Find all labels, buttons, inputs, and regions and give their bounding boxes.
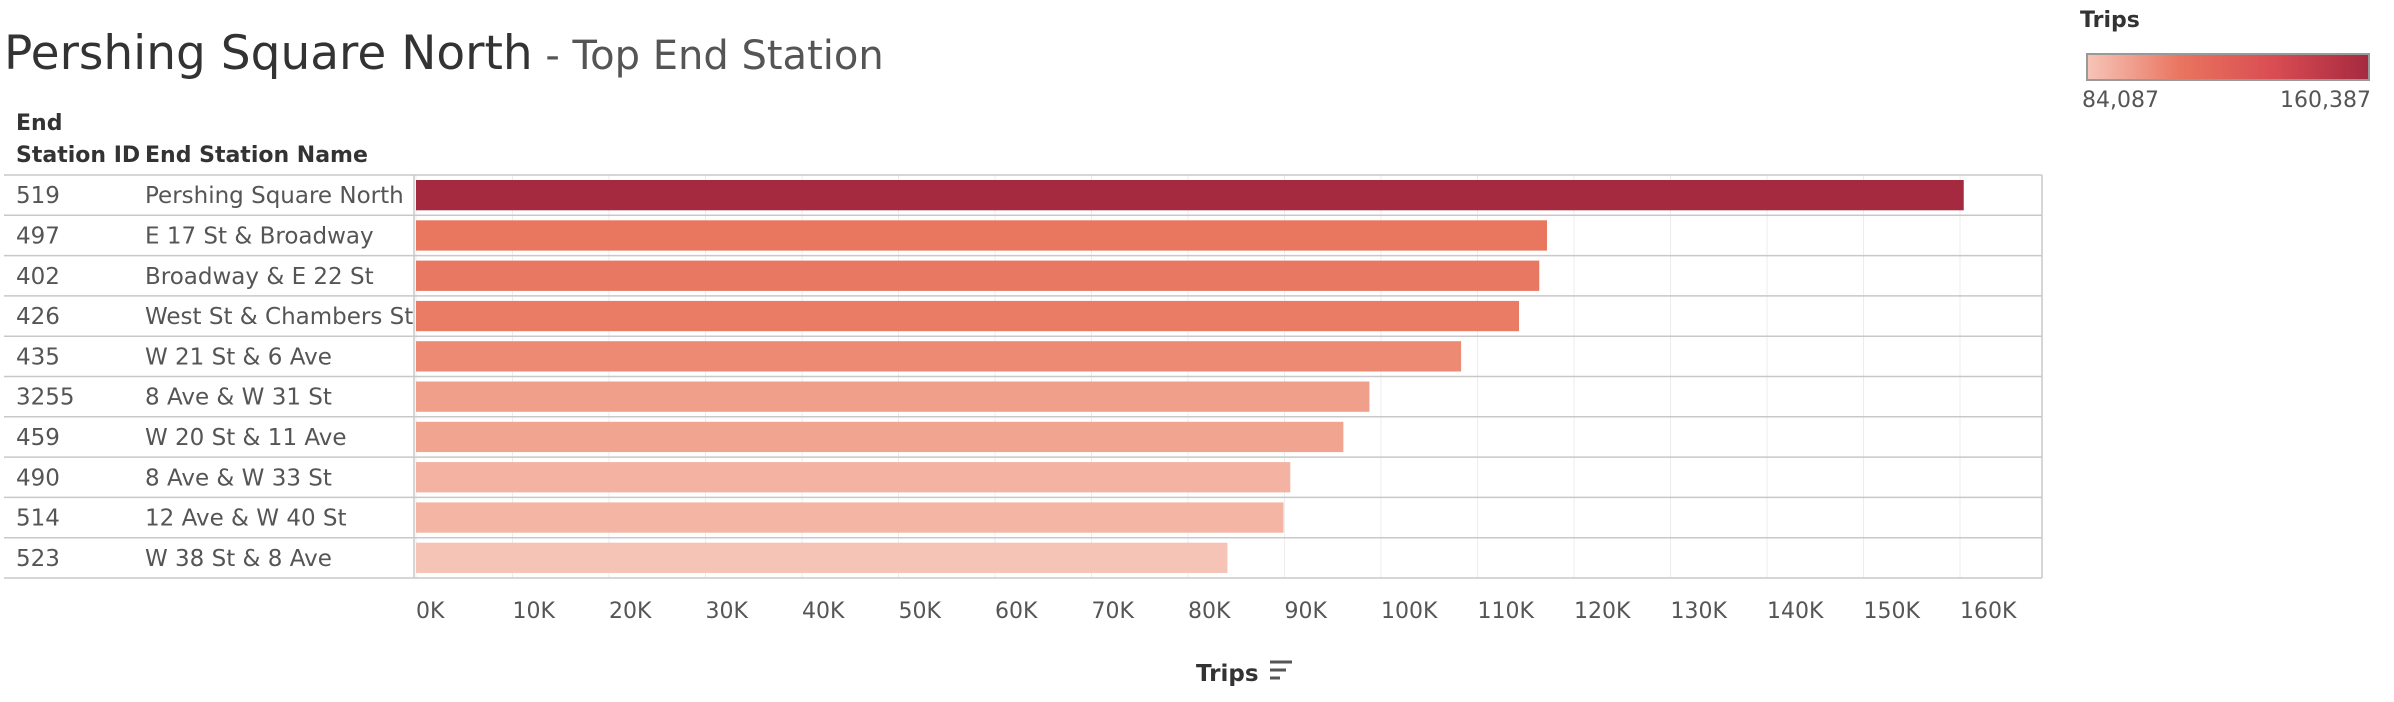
row-station-name[interactable]: Pershing Square North [145,183,404,209]
x-tick-label: 20K [609,599,652,624]
bar[interactable] [416,462,1291,493]
row-station-name[interactable]: W 38 St & 8 Ave [145,546,332,572]
bar[interactable] [416,180,1964,211]
row-station-name[interactable]: West St & Chambers St [145,304,413,330]
row-station-name[interactable]: E 17 St & Broadway [145,223,374,249]
x-tick-label: 0K [416,599,445,624]
bar[interactable] [416,260,1540,291]
bar[interactable] [416,341,1462,372]
column-header-station-name[interactable]: End Station Name [145,143,368,168]
row-station-name[interactable]: Broadway & E 22 St [145,264,374,290]
bar[interactable] [416,502,1284,533]
x-tick-label: 140K [1767,599,1824,624]
row-station-id[interactable]: 3255 [16,385,75,411]
color-legend: Trips 84,087 160,387 [2080,8,2371,113]
x-tick-label: 80K [1188,599,1231,624]
column-header-station-id-label: End Station ID [16,111,141,168]
row-station-name[interactable]: 8 Ave & W 33 St [145,465,332,491]
x-tick-label: 70K [1092,599,1135,624]
row-station-name[interactable]: W 21 St & 6 Ave [145,344,332,370]
bar[interactable] [416,542,1228,573]
row-station-id[interactable]: 519 [16,183,60,209]
row-station-name[interactable]: W 20 St & 11 Ave [145,425,347,451]
x-tick-label: 30K [706,599,749,624]
title-main: Pershing Square North [4,26,533,81]
x-tick-label: 60K [995,599,1038,624]
x-tick-label: 110K [1478,599,1535,624]
row-station-id[interactable]: 435 [16,344,60,370]
row-station-id[interactable]: 497 [16,223,60,249]
bar[interactable] [416,381,1370,412]
x-tick-label: 100K [1381,599,1438,624]
x-axis-title[interactable]: Trips [1196,661,1259,687]
row-station-id[interactable]: 402 [16,264,60,290]
row-station-id[interactable]: 490 [16,465,60,491]
row-station-name[interactable]: 8 Ave & W 31 St [145,385,332,411]
legend-min-label: 84,087 [2082,88,2159,113]
x-tick-label: 40K [802,599,845,624]
legend-max-label: 160,387 [2280,88,2371,113]
row-station-name[interactable]: 12 Ave & W 40 St [145,506,347,532]
x-tick-label: 150K [1864,599,1921,624]
x-tick-label: 120K [1574,599,1631,624]
title-sub: - Top End Station [532,33,884,79]
x-tick-label: 130K [1671,599,1728,624]
bar[interactable] [416,300,1519,332]
legend-gradient-bar [2086,53,2370,81]
x-tick-label: 10K [513,599,556,624]
bar[interactable] [416,421,1344,453]
x-tick-label: 90K [1285,599,1328,624]
row-station-id[interactable]: 523 [16,546,60,572]
row-station-id[interactable]: 426 [16,304,60,330]
row-station-id[interactable]: 459 [16,425,60,451]
chart-title: Pershing Square North - Top End Station [4,26,884,81]
bar[interactable] [416,220,1547,251]
column-header-station-id[interactable]: End Station ID [16,108,156,172]
x-tick-label: 50K [899,599,942,624]
legend-title: Trips [2080,8,2140,33]
x-tick-label: 160K [1960,599,2017,624]
row-station-id[interactable]: 514 [16,506,60,532]
